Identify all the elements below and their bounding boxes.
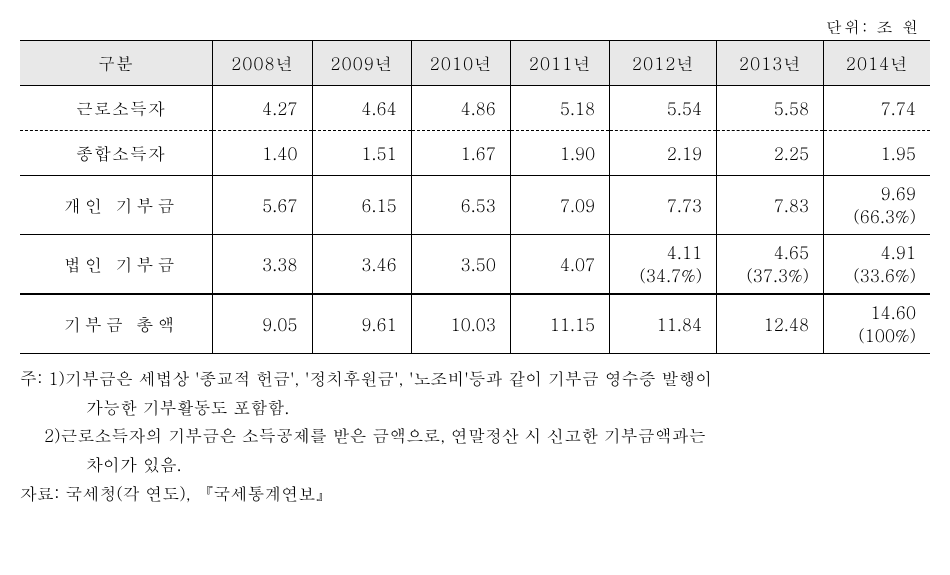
cell-value: 14.60(100%) (824, 294, 930, 353)
note-2-line-1: 2) 근로소득자의 기부금은 소득공제를 받은 금액으로, 연말정산 시 신고한… (20, 421, 930, 450)
cell-value: 5.58 (717, 86, 824, 131)
table-row: 근로소득자4.274.644.865.185.545.587.74 (20, 86, 930, 131)
cell-value: 4.27 (213, 86, 312, 131)
unit-label: 단위: 조 원 (20, 15, 930, 38)
cell-value: 3.50 (411, 234, 510, 293)
cell-value: 5.67 (213, 176, 312, 235)
source-prefix: 자료: (20, 481, 65, 505)
table-header-row: 구분 2008년 2009년 2010년 2011년 2012년 2013년 2… (20, 41, 930, 86)
note-1-text-1: 기부금은 세법상 '종교적 헌금', '정치후원금', '노조비'등과 같이 기… (65, 364, 712, 393)
cell-value: 9.05 (213, 294, 312, 353)
cell-value: 1.51 (312, 131, 411, 176)
source-line: 자료: 국세청(각 연도), 『국세통계연보』 (20, 479, 930, 508)
table-row: 기부금 총액9.059.6110.0311.1511.8412.4814.60(… (20, 294, 930, 353)
note-1-line-1: 주: 1) 기부금은 세법상 '종교적 헌금', '정치후원금', '노조비'등… (20, 364, 930, 393)
cell-value: 5.54 (610, 86, 717, 131)
cell-value: 11.15 (510, 294, 609, 353)
cell-value: 11.84 (610, 294, 717, 353)
cell-value: 2.19 (610, 131, 717, 176)
header-year-2008: 2008년 (213, 41, 312, 86)
row-label: 종합소득자 (20, 131, 213, 176)
note-2-prefix: 2) (44, 421, 61, 450)
cell-value: 2.25 (717, 131, 824, 176)
note-1-line-2: 가능한 기부활동도 포함함. (20, 393, 930, 422)
header-year-2011: 2011년 (510, 41, 609, 86)
row-label: 근로소득자 (20, 86, 213, 131)
cell-value: 4.64 (312, 86, 411, 131)
cell-value: 3.46 (312, 234, 411, 293)
note-2-text-1: 근로소득자의 기부금은 소득공제를 받은 금액으로, 연말정산 시 신고한 기부… (61, 421, 706, 450)
cell-value: 7.83 (717, 176, 824, 235)
header-year-2012: 2012년 (610, 41, 717, 86)
header-year-2010: 2010년 (411, 41, 510, 86)
cell-value: 7.73 (610, 176, 717, 235)
header-year-2009: 2009년 (312, 41, 411, 86)
cell-value: 7.09 (510, 176, 609, 235)
row-label: 기부금 총액 (20, 294, 213, 353)
cell-value: 5.18 (510, 86, 609, 131)
cell-value: 1.67 (411, 131, 510, 176)
table-row: 종합소득자1.401.511.671.902.192.251.95 (20, 131, 930, 176)
cell-value: 1.95 (824, 131, 930, 176)
cell-value: 1.40 (213, 131, 312, 176)
cell-value: 4.11(34.7%) (610, 234, 717, 293)
cell-value: 9.69(66.3%) (824, 176, 930, 235)
row-label: 법인 기부금 (20, 234, 213, 293)
note-1-prefix: 주: 1) (20, 364, 65, 393)
cell-value: 10.03 (411, 294, 510, 353)
notes-section: 주: 1) 기부금은 세법상 '종교적 헌금', '정치후원금', '노조비'등… (20, 364, 930, 508)
cell-value: 4.86 (411, 86, 510, 131)
cell-value: 3.38 (213, 234, 312, 293)
header-category: 구분 (20, 41, 213, 86)
note-2-line-2: 차이가 있음. (20, 450, 930, 479)
source-text: 국세청(각 연도), 『국세통계연보』 (65, 481, 332, 505)
cell-value: 12.48 (717, 294, 824, 353)
cell-value: 4.65(37.3%) (717, 234, 824, 293)
cell-value: 7.74 (824, 86, 930, 131)
table-row: 개인 기부금5.676.156.537.097.737.839.69(66.3%… (20, 176, 930, 235)
cell-value: 9.61 (312, 294, 411, 353)
header-year-2013: 2013년 (717, 41, 824, 86)
cell-value: 1.90 (510, 131, 609, 176)
header-year-2014: 2014년 (824, 41, 930, 86)
cell-value: 4.91(33.6%) (824, 234, 930, 293)
table-row: 법인 기부금3.383.463.504.074.11(34.7%)4.65(37… (20, 234, 930, 293)
donation-table: 구분 2008년 2009년 2010년 2011년 2012년 2013년 2… (20, 40, 930, 354)
cell-value: 4.07 (510, 234, 609, 293)
cell-value: 6.53 (411, 176, 510, 235)
row-label: 개인 기부금 (20, 176, 213, 235)
cell-value: 6.15 (312, 176, 411, 235)
